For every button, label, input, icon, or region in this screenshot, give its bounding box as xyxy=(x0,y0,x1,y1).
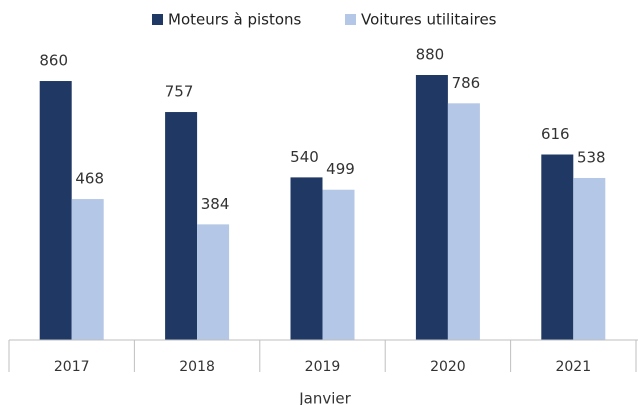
bar xyxy=(39,81,72,340)
x-tick-label: 2020 xyxy=(430,359,466,375)
x-tick-label: 2018 xyxy=(179,359,215,375)
x-tick-label: 2021 xyxy=(555,359,591,375)
x-tick-label: 2019 xyxy=(305,359,341,375)
data-label: 880 xyxy=(416,46,445,64)
data-label: 616 xyxy=(541,125,570,143)
bar xyxy=(71,199,104,340)
bar xyxy=(573,177,606,340)
bar xyxy=(197,224,230,340)
legend-label: Moteurs à pistons xyxy=(168,11,302,29)
bar xyxy=(290,177,323,340)
data-label: 384 xyxy=(201,195,230,213)
data-label: 860 xyxy=(39,52,68,70)
legend-swatch xyxy=(345,14,356,25)
x-axis-title: Janvier xyxy=(298,390,351,405)
data-label: 468 xyxy=(75,170,104,188)
data-label: 540 xyxy=(290,148,319,166)
data-label: 538 xyxy=(577,148,606,166)
bar xyxy=(447,103,480,340)
data-label: 786 xyxy=(452,74,481,92)
bar xyxy=(322,189,355,340)
bar xyxy=(415,75,448,340)
data-label: 499 xyxy=(326,160,355,178)
bar xyxy=(165,112,198,341)
legend-swatch xyxy=(152,14,163,25)
data-label: 757 xyxy=(165,83,194,101)
x-tick-label: 2017 xyxy=(54,359,90,375)
legend-label: Voitures utilitaires xyxy=(361,11,497,29)
bar xyxy=(541,154,574,340)
